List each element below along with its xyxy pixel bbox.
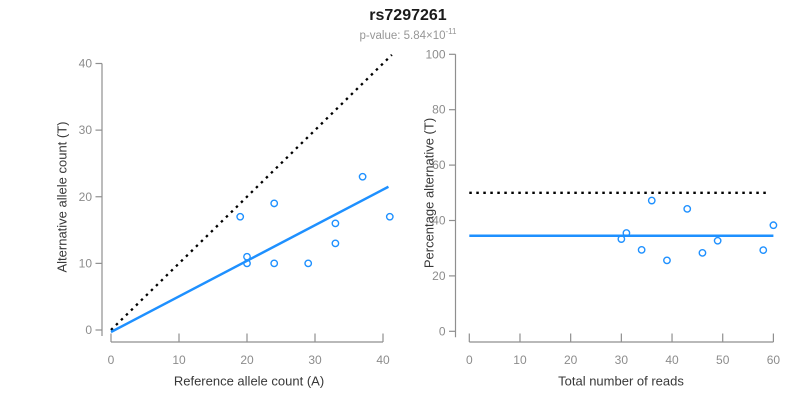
x-tick-label: 0 xyxy=(466,353,473,367)
p-value-text: p-value: 5.84×10 xyxy=(359,29,446,42)
percentage-panel: 0 10 20 30 40 50 60 0 20 40 60 80 100 xyxy=(425,47,780,367)
figure-title: rs7297261 xyxy=(369,7,447,24)
x-tick-label: 10 xyxy=(172,353,186,367)
y-tick-label: 0 xyxy=(85,323,92,337)
x-tick-label: 60 xyxy=(767,353,781,367)
x-tick-label: 50 xyxy=(716,353,730,367)
y-tick-label: 0 xyxy=(439,324,446,338)
data-point xyxy=(698,249,707,257)
p-value-exponent: -11 xyxy=(445,27,457,36)
data-point xyxy=(713,236,722,245)
data-point xyxy=(683,204,692,213)
y-tick-label: 60 xyxy=(432,158,446,172)
data-point xyxy=(759,246,768,255)
x-tick-label: 20 xyxy=(564,353,578,367)
y-tick-label: 20 xyxy=(79,190,93,204)
data-point xyxy=(385,212,394,221)
x-tick-label: 30 xyxy=(308,353,322,367)
x-tick-label: 30 xyxy=(615,353,629,367)
data-point xyxy=(236,212,245,221)
left-x-axis-title: Reference allele count (A) xyxy=(173,373,325,389)
y-tick-label: 20 xyxy=(432,269,446,283)
y-tick-label: 100 xyxy=(425,47,445,61)
data-point xyxy=(331,239,340,248)
figure-subtitle: p-value: 5.84×10-11 xyxy=(360,25,457,43)
data-point xyxy=(270,259,279,268)
allele-counts-panel: 0 10 20 30 40 0 10 20 30 40 xyxy=(79,54,394,367)
y-tick-label: 10 xyxy=(79,256,93,270)
y-tick-label: 40 xyxy=(79,57,93,71)
y-tick-label: 80 xyxy=(432,103,446,117)
data-point xyxy=(637,245,646,254)
data-point xyxy=(663,256,671,265)
x-tick-label: 40 xyxy=(376,353,390,367)
data-point xyxy=(617,235,626,243)
data-point xyxy=(243,259,251,268)
x-tick-label: 20 xyxy=(240,353,254,367)
identity-line xyxy=(110,54,393,331)
x-tick-label: 40 xyxy=(665,353,679,367)
right-x-axis-title: Total number of reads xyxy=(558,373,684,389)
data-point xyxy=(243,252,251,261)
right-y-axis-title: Percentage alternative (T) xyxy=(421,117,437,269)
left-y-axis-title: Alternative allele count (T) xyxy=(54,121,70,273)
x-tick-label: 10 xyxy=(513,353,527,367)
y-tick-label: 40 xyxy=(432,214,446,228)
data-point xyxy=(769,221,778,230)
data-point xyxy=(331,219,340,228)
data-point xyxy=(622,229,631,237)
figure-header: rs7297261 p-value: 5.84×10-11 xyxy=(360,6,457,43)
data-point xyxy=(647,196,656,205)
data-point xyxy=(270,199,279,208)
data-point xyxy=(304,259,313,268)
data-point xyxy=(358,172,367,181)
y-tick-label: 30 xyxy=(79,123,93,137)
x-tick-label: 0 xyxy=(108,353,115,367)
